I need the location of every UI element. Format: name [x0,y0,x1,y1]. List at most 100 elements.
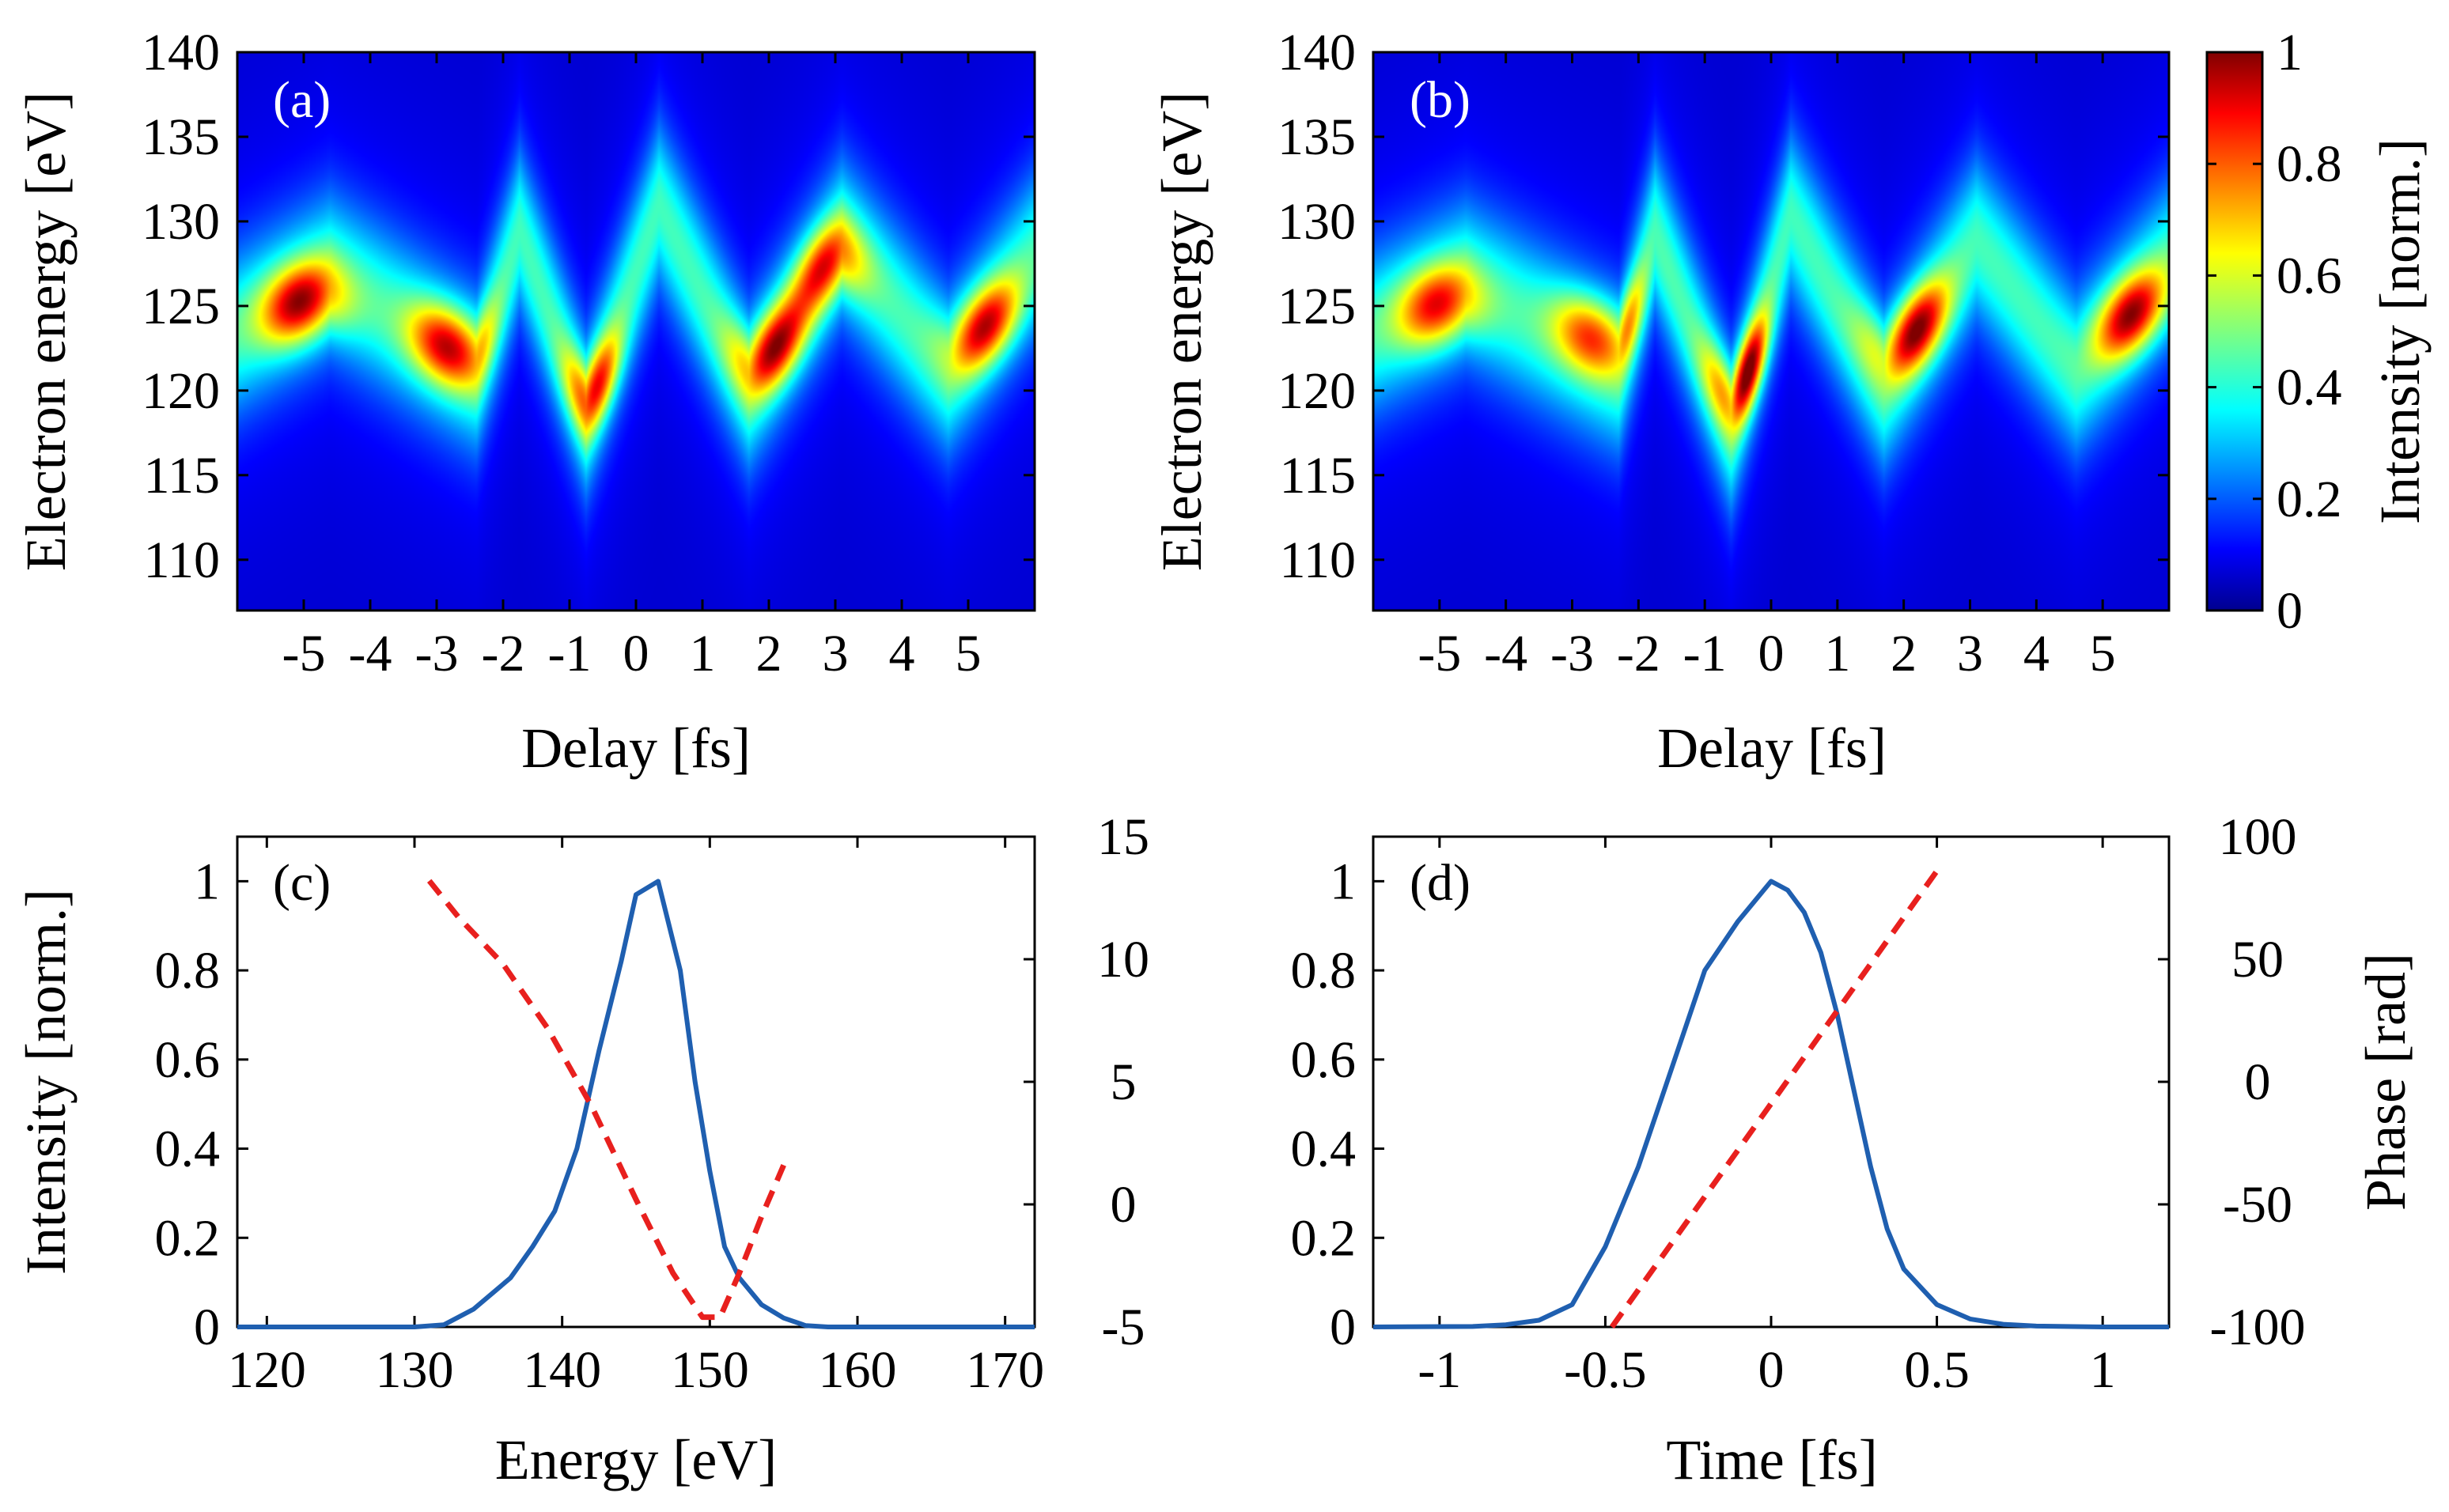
intensity-series-line [237,879,1035,1329]
y-tick-label: 0.6 [1291,1031,1357,1089]
y-tick-label: 0.8 [1291,942,1357,1000]
colorbar: 0 0.2 0.4 0.6 0.8 1 Intensity [norm.] [2205,24,2432,640]
colorbar-tick-label: 0.8 [2277,135,2342,193]
x-tick-label: 5 [956,625,982,682]
panel-a-y-ticks: 110 115 120 125 130 135 140 [142,24,1035,589]
x-tick-label: 5 [2090,625,2116,682]
panel-c-x-ticks: 120 130 140 150 160 170 [228,837,1044,1399]
x-tick-label: 1 [1824,625,1850,682]
y-tick-label: 135 [142,108,220,166]
panel-a-label: (a) [273,71,331,129]
panel-d-series [1372,869,2169,1329]
panel-d-frame [1372,835,2171,1329]
panel-b-label: (b) [1410,71,1471,129]
y-tick-label: 140 [142,24,220,81]
y-tick-label: 0.4 [1291,1121,1357,1178]
x-tick-label: -2 [482,625,525,682]
y-tick-label: 1 [1330,852,1356,910]
x-tick-label: 130 [376,1341,454,1399]
panel-b-xlabel: Delay [fs] [1657,716,1887,780]
x-tick-label: 120 [228,1341,306,1399]
heatmap-a-image [237,52,1035,610]
y-tick-label: 125 [1277,278,1356,335]
right-tick-label: 0 [1111,1176,1137,1234]
panel-c-y-ticks: 0 0.2 0.4 0.6 0.8 1 [155,852,248,1356]
x-tick-label: -2 [1617,625,1660,682]
x-tick-label: 1 [2090,1341,2116,1399]
right-tick-label: 50 [2231,931,2284,988]
y-tick-label: 125 [142,278,220,335]
phase-series-line [1609,869,1940,1329]
panel-c-frame [236,835,1036,1329]
panel-d-x-ticks: -1 -0.5 0 0.5 1 [1418,837,2116,1399]
right-tick-label: 5 [1111,1053,1137,1111]
y-tick-label: 115 [1279,447,1356,505]
panel-b-ylabel: Electron energy [eV] [1150,92,1213,571]
y-tick-label: 120 [1277,362,1356,420]
right-tick-label: -5 [1102,1298,1145,1356]
x-tick-label: -1 [1418,1341,1461,1399]
panel-d-y-ticks: 0 0.2 0.4 0.6 0.8 1 [1291,852,1384,1356]
y-tick-label: 0.2 [155,1209,221,1267]
colorbar-ticks: 0 0.2 0.4 0.6 0.8 1 [2207,24,2342,640]
x-tick-label: 150 [671,1341,749,1399]
colorbar-label: Intensity [norm.] [2368,138,2432,524]
x-tick-label: 0 [623,625,649,682]
y-tick-label: 0 [194,1298,220,1356]
panel-c-series [237,879,1035,1329]
panel-d-right-ticks: -100 -50 0 50 100 [2158,808,2305,1356]
colorbar-tick-label: 0.4 [2277,359,2342,417]
right-tick-label: 100 [2219,808,2297,866]
panel-c-xlabel: Energy [eV] [495,1428,778,1491]
y-tick-label: 0 [1330,1298,1356,1356]
panel-d-line-chart: -1 -0.5 0 0.5 1 0 0.2 0.4 0.6 0.8 1 -100 -50 0 50 100… [1291,808,2418,1491]
x-tick-label: 160 [819,1341,897,1399]
x-tick-label: -3 [415,625,459,682]
y-tick-label: 115 [143,447,220,505]
y-tick-label: 135 [1277,108,1356,166]
colorbar-tick-label: 1 [2277,24,2303,81]
panel-a-x-ticks: -5 -4 -3 -2 -1 0 1 2 3 4 5 [282,52,982,682]
x-tick-label: -4 [349,625,392,682]
y-tick-label: 130 [142,193,220,251]
y-tick-label: 130 [1277,193,1356,251]
panel-c-right-ticks: -5 0 5 10 15 [1024,808,1149,1356]
y-tick-label: 0.2 [1291,1209,1357,1267]
right-tick-label: 15 [1097,808,1149,866]
panel-d-label: (d) [1410,854,1471,912]
panel-d-ylabel-right: Phase [rad] [2354,953,2417,1211]
x-tick-label: 0.5 [1904,1341,1970,1399]
x-tick-label: -3 [1550,625,1594,682]
x-tick-label: -0.5 [1564,1341,1646,1399]
panel-a-xlabel: Delay [fs] [521,716,751,780]
panel-a-heatmap: -5 -4 -3 -2 -1 0 1 2 3 4 5 110 115 120 125 130 135 140 (… [14,24,1036,780]
x-tick-label: 4 [889,625,915,682]
colorbar-tick-label: 0 [2277,582,2303,640]
phase-series-line [426,879,786,1321]
panel-a-ylabel: Electron energy [eV] [14,92,78,571]
y-tick-label: 120 [142,362,220,420]
colorbar-tick-label: 0.6 [2277,247,2342,304]
x-tick-label: 1 [690,625,716,682]
x-tick-label: -5 [1418,625,1461,682]
x-tick-label: -4 [1484,625,1527,682]
x-tick-label: 0 [1758,625,1785,682]
panel-b-y-ticks: 110 115 120 125 130 135 140 [1277,24,2169,589]
x-tick-label: 140 [523,1341,601,1399]
x-tick-label: 3 [1957,625,1983,682]
y-tick-label: 140 [1277,24,1356,81]
panel-c-label: (c) [273,854,331,912]
y-tick-label: 0.6 [155,1031,221,1089]
right-tick-label: 0 [2245,1053,2271,1111]
y-tick-label: 0.4 [155,1121,221,1178]
right-tick-label: -50 [2223,1176,2292,1234]
y-tick-label: 110 [143,531,220,589]
x-tick-label: -5 [282,625,326,682]
panel-c-line-chart: 120 130 140 150 160 170 0 0.2 0.4 0.6 0.8 1 -5 0 5 10… [14,808,1149,1491]
x-tick-label: -1 [1683,625,1727,682]
y-tick-label: 110 [1279,531,1356,589]
y-tick-label: 0.8 [155,942,221,1000]
panel-d-xlabel: Time [fs] [1666,1428,1877,1491]
right-tick-label: -100 [2210,1298,2306,1356]
colorbar-tick-label: 0.2 [2277,471,2342,528]
